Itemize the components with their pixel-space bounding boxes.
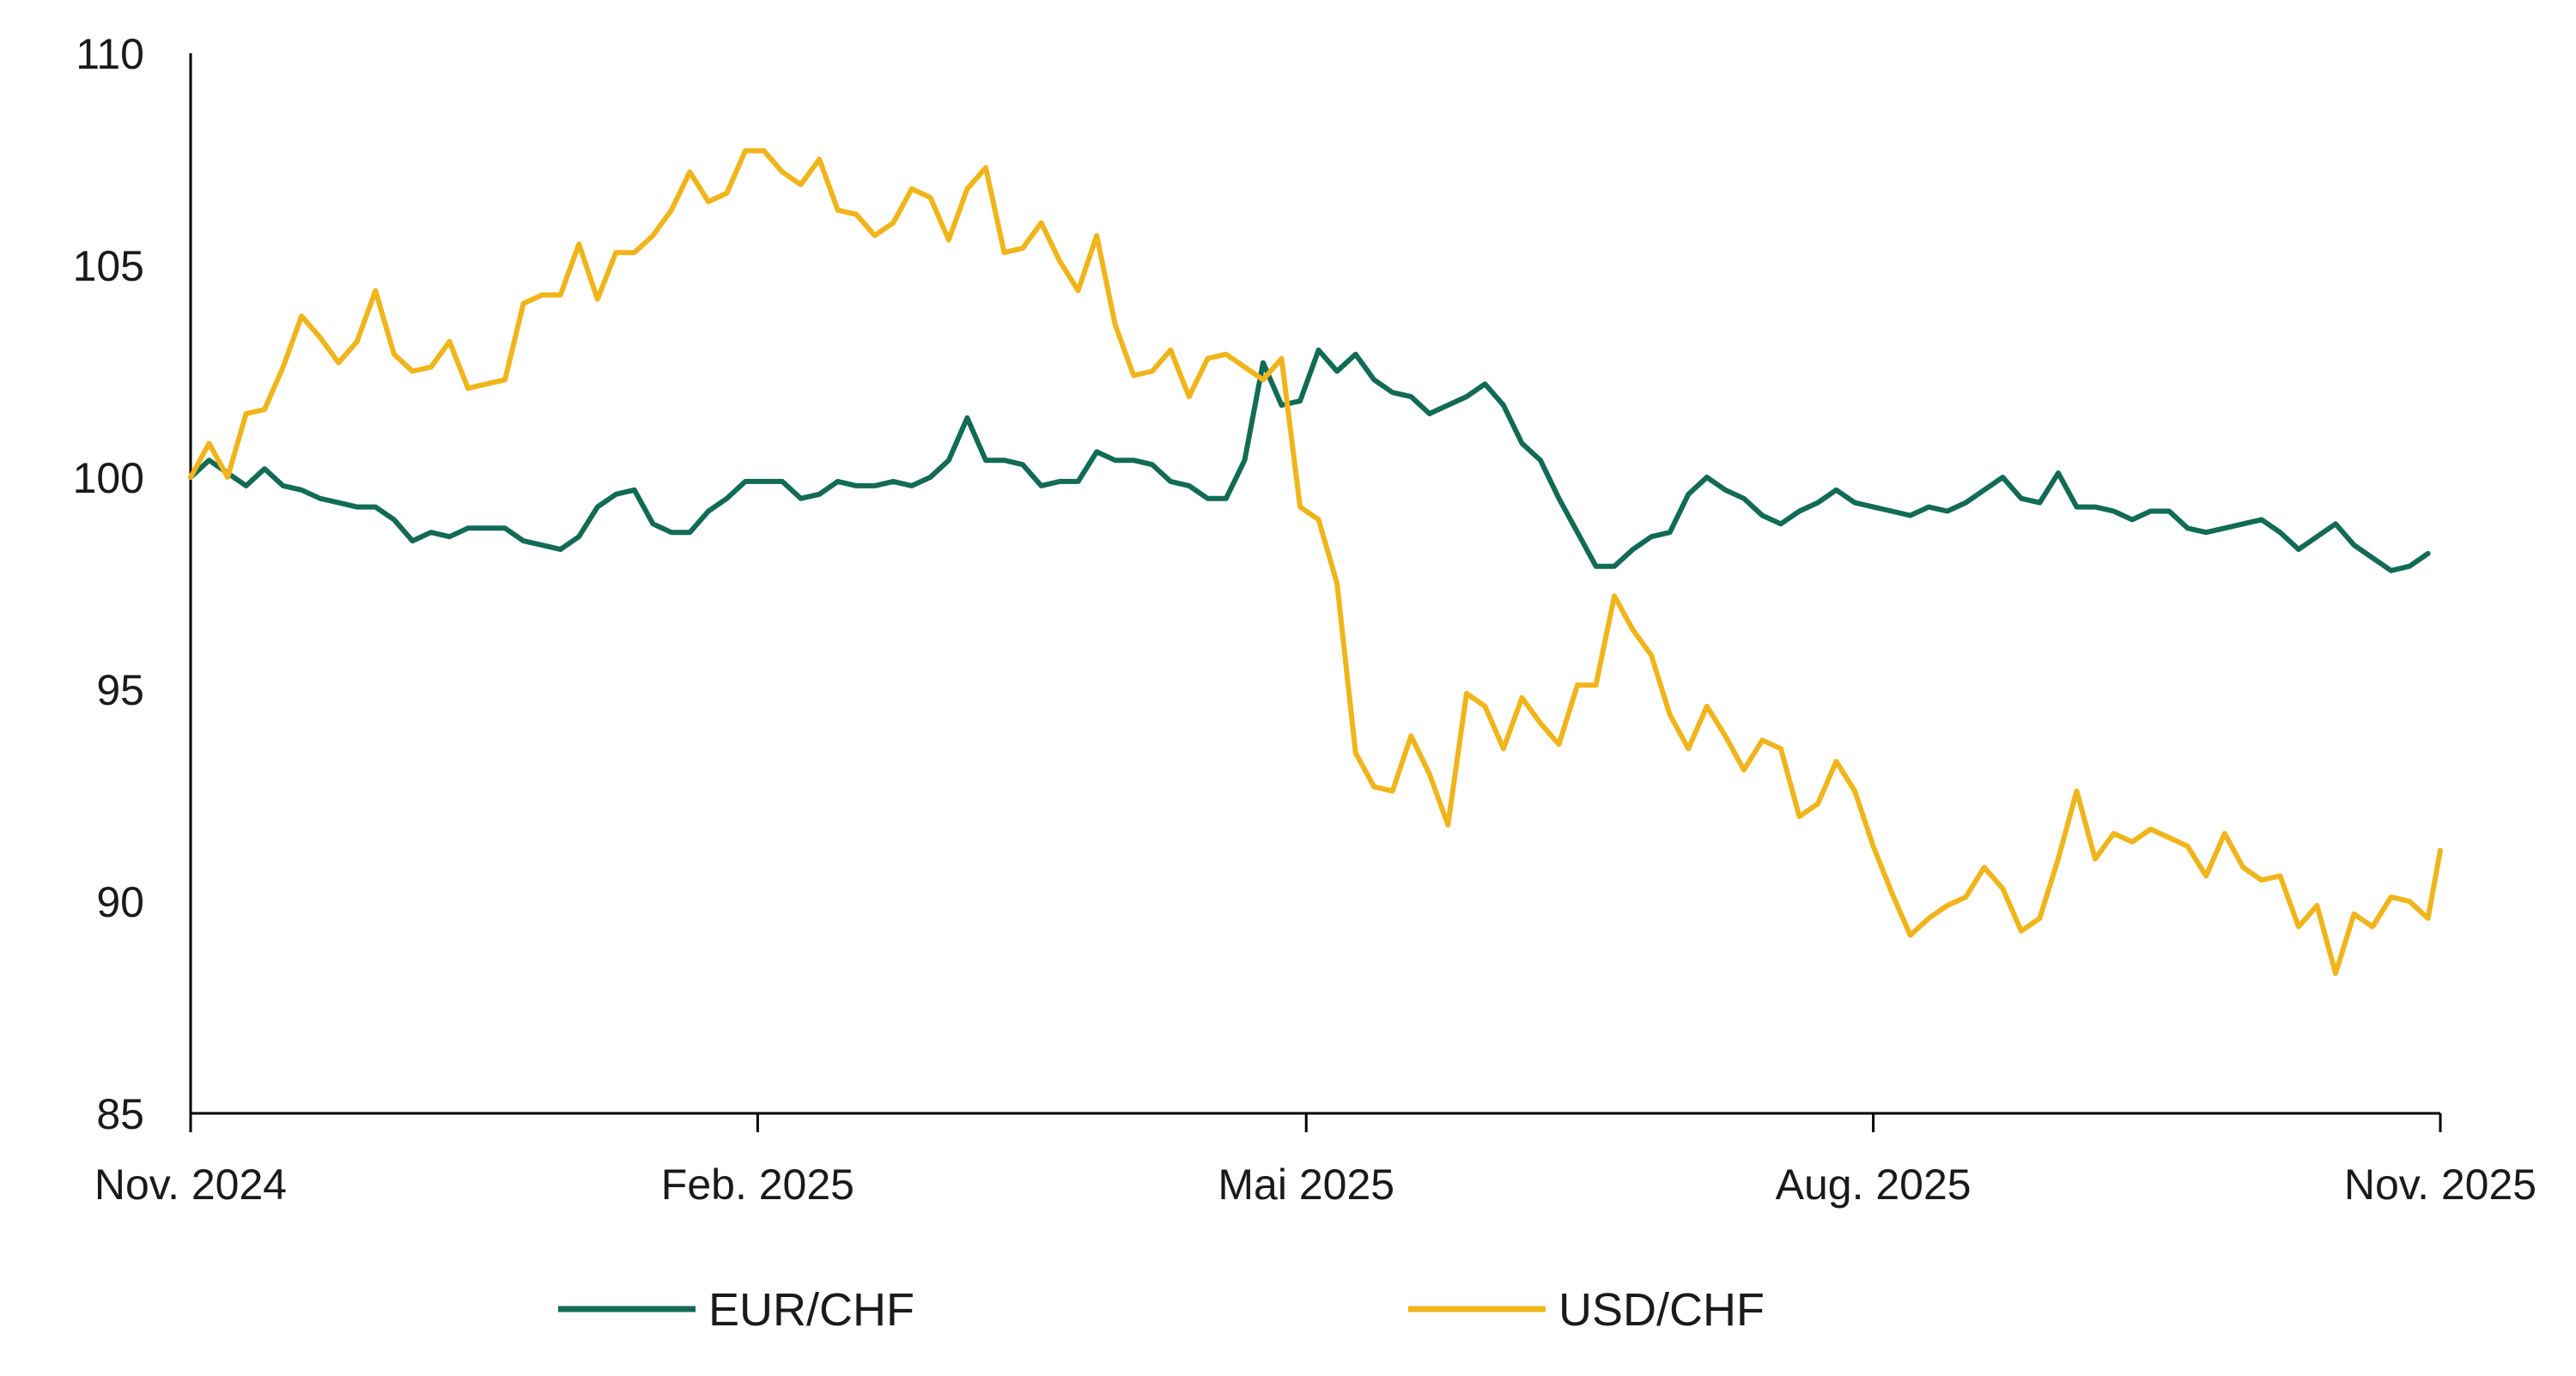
x-tick-label: Feb. 2025 bbox=[661, 1161, 854, 1209]
y-axis-ticks: 85 90 95 100 105 110 bbox=[73, 30, 144, 1138]
x-tick-label: Nov. 2024 bbox=[94, 1161, 287, 1209]
y-tick-label: 100 bbox=[73, 454, 144, 502]
y-tick-label: 90 bbox=[96, 878, 144, 926]
legend-label: USD/CHF bbox=[1558, 1284, 1765, 1336]
y-tick-label: 110 bbox=[76, 30, 144, 78]
x-tick-label: Mai 2025 bbox=[1218, 1161, 1394, 1209]
y-tick-label: 105 bbox=[73, 242, 144, 290]
series-lines bbox=[188, 148, 2443, 976]
x-tick-label: Nov. 2025 bbox=[2344, 1161, 2537, 1209]
series-line-usd-chf bbox=[188, 148, 2443, 976]
x-tick-label: Aug. 2025 bbox=[1776, 1161, 1971, 1209]
plot-area: 85 90 95 100 105 110 Nov. 2024 Feb. 2025 Mai 20… bbox=[73, 30, 2537, 1209]
x-axis-ticks: Nov. 2024 Feb. 2025 Mai 2025 Aug. 2025 Nov. … bbox=[94, 1113, 2537, 1209]
legend-label: EUR/CHF bbox=[708, 1284, 914, 1336]
series-line-eur-chf bbox=[188, 347, 2431, 573]
y-tick-label: 95 bbox=[96, 666, 144, 714]
y-tick-label: 85 bbox=[96, 1090, 144, 1138]
legend: EUR/CHF USD/CHF bbox=[558, 1284, 1765, 1336]
